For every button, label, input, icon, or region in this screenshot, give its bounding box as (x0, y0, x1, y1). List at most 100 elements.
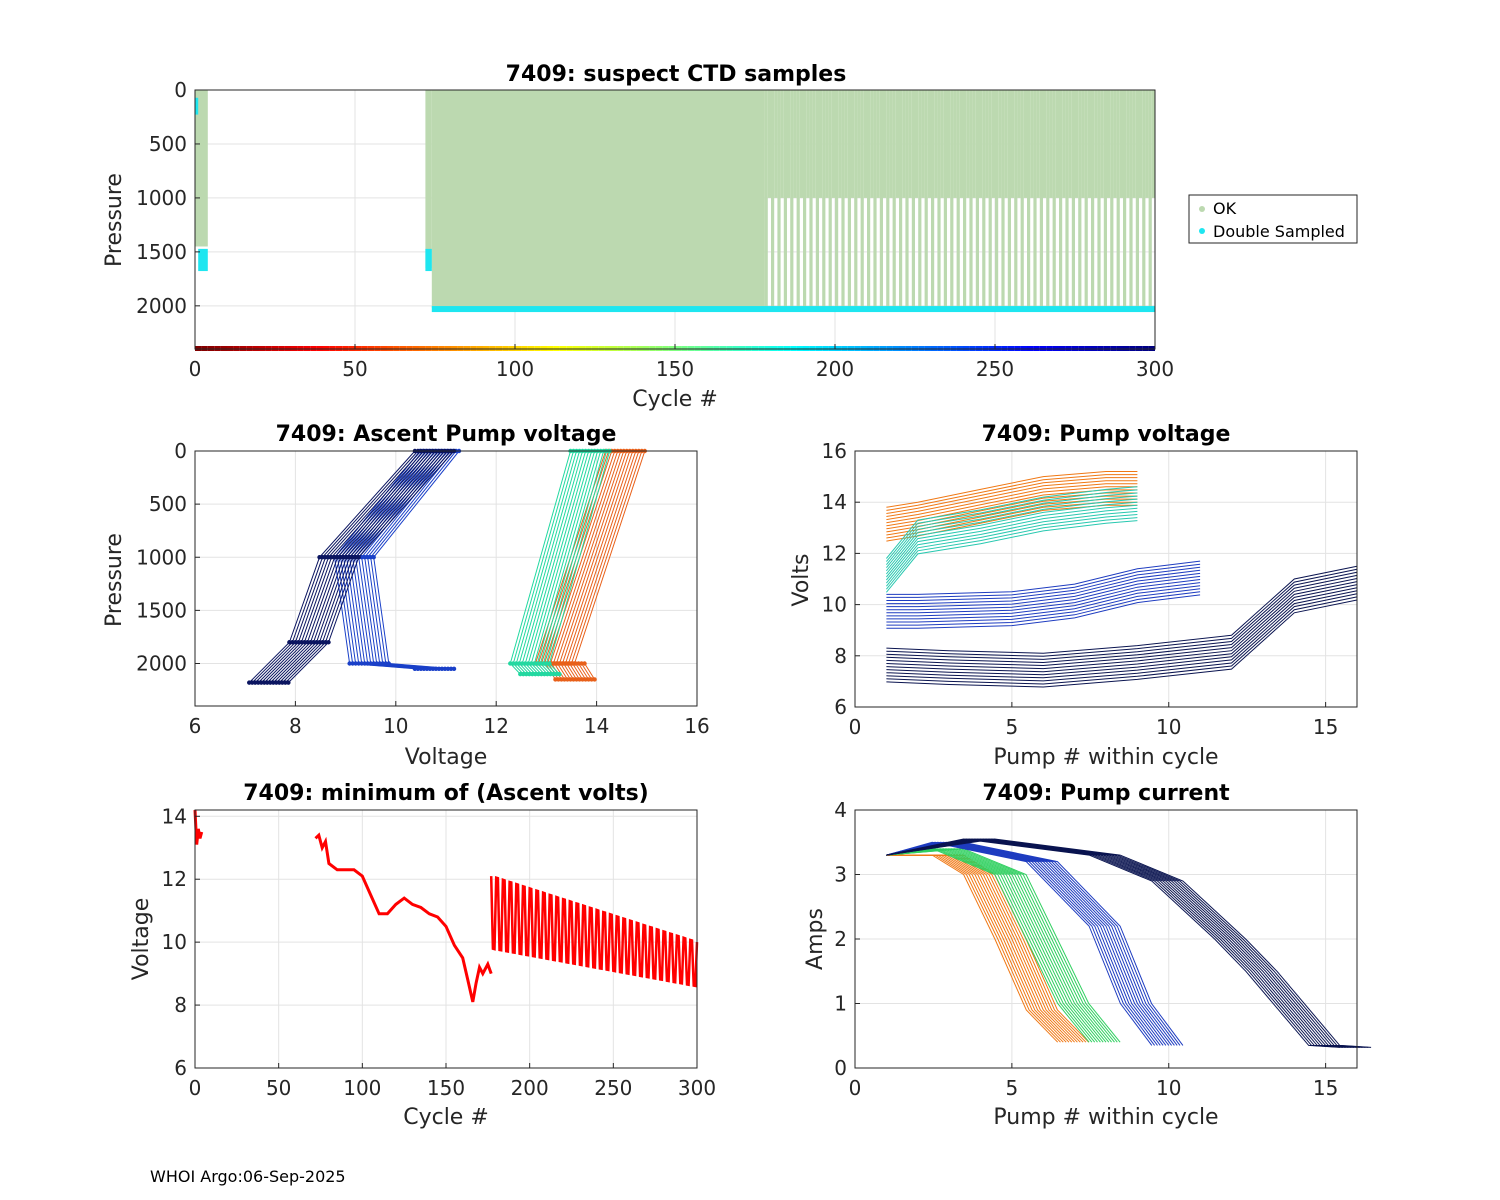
ctd-ok-cycle-bar (1116, 90, 1120, 308)
ctd-ok-cycle-bar (905, 90, 909, 308)
ascent-point (559, 677, 564, 682)
pumpv-series-line (886, 483, 1138, 521)
pumpv-series-line (886, 477, 1138, 514)
pumpv-series-line (886, 572, 1201, 608)
ctd-ok-cycle-bar (1103, 90, 1107, 308)
ascent-point (314, 640, 319, 645)
ascent-series-line (573, 450, 646, 680)
ascent-point (566, 661, 571, 666)
ctd-ok-cycle-bar (1100, 90, 1104, 198)
pumpv-series-line (886, 599, 1358, 688)
ascent-point (554, 661, 559, 666)
ascent-point (554, 671, 559, 677)
ascent-point (268, 680, 273, 685)
ascent-point (293, 640, 298, 645)
ascent-point (572, 661, 577, 666)
ascent-point (320, 640, 325, 645)
ascent-point (563, 661, 568, 666)
ascent-ytick-label: 1500 (136, 598, 187, 622)
ascent-panel: 7409: Ascent Pump voltage Voltage Pressu… (102, 422, 710, 770)
ctd-ok-cycle-bar (915, 90, 919, 198)
pumpc-series-line (886, 841, 1158, 1046)
ascent-point (530, 671, 535, 677)
pumpv-tick-labels: 0 5 10 15 6 8 10 12 14 16 (822, 439, 1339, 739)
ascent-point (582, 661, 587, 666)
ctd-ok-cycle-bar (1094, 90, 1098, 198)
ctd-ok-cycle-bar (1148, 90, 1152, 308)
ctd-ok-cycle-bar (1027, 90, 1031, 308)
ascent-point (299, 640, 304, 645)
minv-xtick-label: 200 (511, 1076, 549, 1100)
ctd-ok-cycle-bar (844, 90, 848, 198)
ascent-point (296, 640, 301, 645)
ascent-point (374, 661, 379, 666)
pumpc-xlabel: Pump # within cycle (993, 1105, 1218, 1130)
ascent-point (508, 661, 513, 666)
legend-double-marker (1199, 228, 1205, 234)
minv-line (314, 832, 493, 1003)
ascent-xtick-label: 14 (584, 714, 609, 738)
ascent-point (557, 661, 562, 666)
ascent-point (265, 680, 270, 685)
ascent-point (547, 661, 552, 666)
pumpv-series-line (886, 593, 1358, 682)
pumpc-ytick-label: 4 (834, 798, 847, 822)
ctd-ok-cycle-bar (774, 90, 778, 198)
ascent-point (302, 640, 307, 645)
ascent-point (529, 661, 534, 666)
ctd-xtick-label: 200 (816, 357, 854, 381)
ascent-axes-box (194, 450, 698, 707)
ascent-point (308, 640, 313, 645)
ctd-ok-cycle-bar (1039, 90, 1043, 308)
pumpv-series-line (886, 471, 1138, 508)
ctd-ok-cycle-bar (995, 90, 999, 308)
ascent-point (335, 555, 340, 560)
pumpv-ytick-label: 16 (822, 439, 847, 463)
pumpc-xtick-label: 5 (1006, 1076, 1019, 1100)
ascent-point (536, 671, 541, 677)
ascent-point (514, 661, 519, 666)
ascent-series-line (269, 450, 437, 683)
minv-xtick-label: 0 (189, 1076, 202, 1100)
ctd-ok-cycle-bar (1107, 90, 1111, 198)
pumpv-series-line (886, 571, 1358, 660)
ascent-point (353, 661, 358, 666)
pumpv-series-line (886, 489, 1138, 527)
ascent-point (329, 555, 334, 560)
pumpc-xtick-label: 15 (1313, 1076, 1338, 1100)
pumpv-series-line (886, 591, 1201, 626)
ctd-ok-cycle-bar (771, 90, 775, 308)
ctd-ok-cycle-bar (979, 90, 983, 198)
ctd-ok-cycle-bar (803, 90, 807, 308)
ctd-ok-cycle-bar (918, 90, 922, 308)
ctd-ok-cycle-bar (767, 90, 771, 198)
ctd-ok-cycle-bar (867, 90, 871, 308)
ctd-ok-cycle-bar (787, 90, 791, 198)
ctd-ok-cycle-bar (831, 90, 835, 198)
ascent-series-line (254, 450, 422, 683)
ctd-ok-cycle-bar (1046, 90, 1050, 308)
ascent-point (553, 677, 558, 682)
ctd-data-marks (195, 90, 1155, 351)
ctd-ok-cycle-bar (1110, 90, 1114, 308)
pumpv-series-line (886, 504, 1138, 542)
ctd-ok-cycle-bar (1135, 90, 1139, 308)
ctd-ylabel: Pressure (102, 173, 127, 267)
ctd-panel: 7409: suspect CTD samples Cycle # Pressu… (102, 62, 1358, 412)
ascent-point (541, 661, 546, 666)
ascent-point (526, 661, 531, 666)
ascent-point (344, 555, 349, 560)
ctd-ok-cycle-bar (982, 90, 986, 308)
ascent-point (577, 677, 582, 682)
pumpv-series-line (886, 474, 1138, 511)
pumpv-series-line (886, 486, 1138, 524)
ascent-series-line (257, 450, 425, 683)
ctd-xtick-label: 150 (656, 357, 694, 381)
ascent-point (589, 677, 594, 682)
pumpv-series-line (886, 495, 1138, 533)
ascent-series-line (281, 450, 449, 683)
minv-oscillating-line (489, 876, 699, 988)
ctd-ok-cycle-bar (883, 90, 887, 198)
ctd-ok-cycle-bar (1097, 90, 1101, 308)
ctd-ok-cycle-bar (931, 90, 935, 308)
